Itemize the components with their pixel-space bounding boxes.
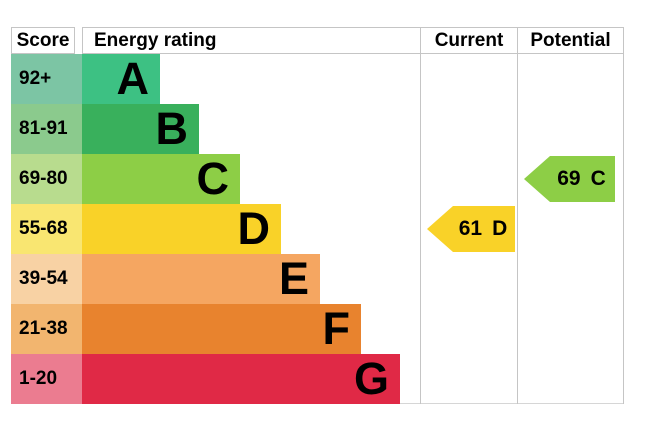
energy-rating-column-header: Energy rating [82,27,421,54]
score-range-a: 92+ [11,54,82,104]
score-column-header: Score [11,27,75,54]
current-score-value: 61 [458,217,483,240]
score-range-f: 21-38 [11,304,82,354]
rating-bar-c: C [82,154,240,204]
header-gap [75,27,82,54]
score-range-d: 55-68 [11,204,82,254]
chart-body: 92+ A 81-91 B 69-80 C 55-68 D 39-54 E 21-38 F 1-20 G … [11,54,624,404]
band-row-f: 21-38 F [11,304,624,354]
chart: Score Energy rating Current Potential 92… [11,27,624,404]
current-column: 61 D [420,54,518,404]
band-row-b: 81-91 B [11,104,624,154]
score-range-g: 1-20 [11,354,82,404]
current-rating-arrow: 61 D [427,206,515,252]
potential-column-header: Potential [517,27,624,54]
band-row-g: 1-20 G [11,354,624,404]
rating-bar-e: E [82,254,320,304]
rating-bands: 92+ A 81-91 B 69-80 C 55-68 D 39-54 E 21-38 F 1-20 G [11,54,624,404]
rating-bar-b: B [82,104,199,154]
potential-grade-letter: C [590,167,606,190]
potential-score-value: 69 [557,167,581,190]
potential-column: 69 C [518,54,624,404]
rating-bar-f: F [82,304,361,354]
rating-bar-g: G [82,354,400,404]
band-row-c: 69-80 C [11,154,624,204]
potential-rating-arrow: 69 C [524,156,615,202]
band-row-e: 39-54 E [11,254,624,304]
chart-header-row: Score Energy rating Current Potential [11,27,624,54]
score-range-c: 69-80 [11,154,82,204]
current-column-header: Current [420,27,518,54]
band-row-d: 55-68 D [11,204,624,254]
rating-bar-d: D [82,204,281,254]
score-range-e: 39-54 [11,254,82,304]
rating-bar-a: A [82,54,160,104]
score-range-b: 81-91 [11,104,82,154]
band-row-a: 92+ A [11,54,624,104]
current-grade-letter: D [492,217,508,240]
